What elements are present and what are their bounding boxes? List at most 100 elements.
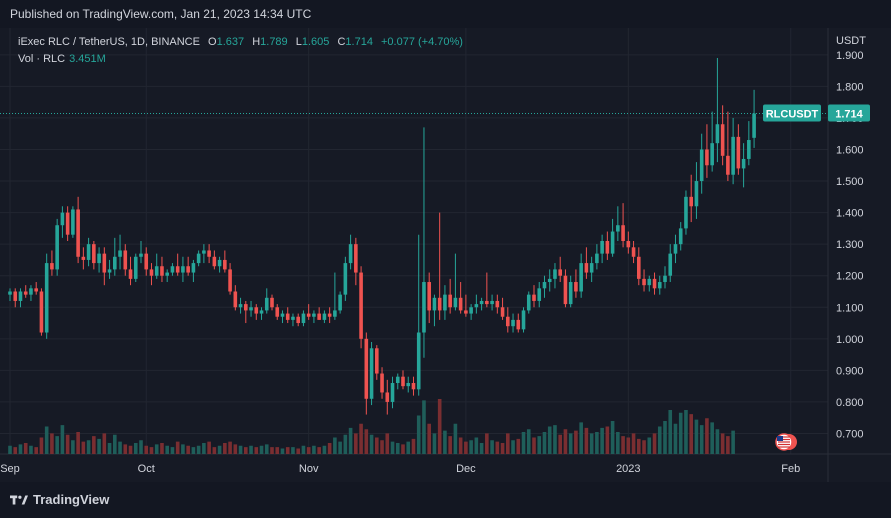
candle-body [280, 313, 285, 317]
price-tick-label: 1.600 [836, 144, 864, 156]
volume-bar [139, 440, 143, 454]
candle-body [128, 269, 133, 279]
volume-bar [663, 421, 667, 454]
candle-body [275, 307, 280, 317]
volume-bar [416, 415, 421, 454]
candle-body [81, 256, 86, 260]
candle-body [191, 263, 196, 273]
volume-bar [443, 430, 447, 454]
volume-bar [354, 433, 358, 454]
tradingview-logo[interactable]: TradingView [10, 492, 109, 507]
candle-body [264, 297, 269, 311]
tradingview-logo-icon [10, 495, 28, 504]
candle-body [411, 383, 416, 390]
volume-bar [322, 445, 327, 454]
candle-body [657, 282, 662, 289]
volume-bar [715, 429, 720, 454]
volume-bar [375, 437, 379, 454]
candle-body [254, 307, 259, 314]
candle-body [306, 313, 311, 317]
candle-body [663, 275, 667, 283]
candle-body [322, 313, 327, 320]
chart-frame[interactable]: 0.700 0.800 0.900 1.000 1.100 1.200 1.300 1.400… [0, 28, 891, 482]
price-tick-label: 1.400 [836, 208, 864, 220]
candle-body [301, 313, 306, 324]
volume-bar [390, 441, 395, 454]
volume-label[interactable]: Vol · RLC [18, 53, 66, 65]
volume-bar [605, 426, 610, 454]
candle-body [741, 158, 746, 169]
candle-body [647, 278, 652, 286]
candle-body [506, 316, 510, 327]
candle-body [616, 225, 620, 232]
volume-bar [437, 399, 442, 454]
candle-body [726, 155, 730, 175]
candle-body [526, 294, 531, 311]
volume-bar [600, 427, 604, 454]
high-value: 1.789 [260, 36, 288, 48]
candle-body [202, 250, 206, 254]
candle-body [291, 316, 295, 320]
candle-body [249, 307, 253, 311]
candle-body [327, 313, 332, 317]
volume-bar [542, 432, 547, 454]
candle-body [118, 250, 122, 257]
volume-bar [678, 412, 683, 454]
volume-legend: Vol · RLC 3.451M [18, 53, 106, 65]
low-value: 1.605 [301, 36, 330, 48]
candle-body [705, 149, 709, 166]
candle-body [380, 373, 384, 393]
volume-bar [71, 440, 75, 454]
candle-body [44, 263, 49, 333]
volume-bar [133, 443, 138, 454]
candle-body [495, 300, 500, 308]
candle-body [385, 392, 390, 402]
volume-bar [453, 423, 458, 454]
volume-bar [432, 433, 437, 454]
volume-bar [385, 433, 390, 454]
volume-bar [621, 436, 625, 454]
symbol-title[interactable]: iExec RLC / TetherUS, 1D, BINANCE [18, 36, 200, 48]
candle-body [181, 266, 185, 273]
candle-body [699, 149, 704, 182]
volume-bar [76, 432, 80, 454]
price-tick-label: 1.300 [836, 239, 864, 251]
volume-bar [29, 445, 33, 454]
candle-body [432, 297, 437, 311]
volume-bar [275, 447, 280, 454]
candle-body [553, 269, 557, 279]
open-value: 1.637 [216, 36, 245, 48]
volume-bar [710, 422, 714, 454]
candle-body [207, 250, 211, 257]
candle-body [217, 259, 222, 267]
close-value: 1.714 [345, 36, 373, 48]
candle-body [736, 136, 741, 169]
volume-bar [589, 433, 594, 454]
candle-body [621, 225, 625, 241]
candle-body [579, 263, 583, 292]
candle-body [511, 319, 515, 327]
candle-body [406, 383, 411, 387]
volume-bar [631, 433, 636, 454]
candle-body [673, 244, 678, 254]
candle-body [626, 241, 631, 248]
price-tick-label: 0.900 [836, 365, 864, 377]
candle-body [317, 313, 321, 320]
volume-bar [249, 445, 253, 454]
volume-bar [264, 444, 269, 454]
volume-bar [44, 426, 49, 454]
volume-bar [532, 437, 536, 454]
candle-body [731, 136, 735, 175]
candle-body [39, 291, 44, 333]
candle-body [165, 272, 169, 276]
volume-bar [668, 410, 673, 454]
candlestick-chart[interactable]: 0.700 0.800 0.900 1.000 1.100 1.200 1.300 1.400… [0, 28, 891, 482]
candle-body [102, 253, 107, 273]
volume-bar [291, 447, 295, 454]
candle-body [369, 348, 374, 399]
date-tick-label: Oct [138, 463, 155, 475]
candle-body [479, 300, 484, 305]
candle-body [453, 297, 458, 308]
volume-bar [637, 438, 641, 454]
price-tick-label: 1.200 [836, 271, 864, 283]
